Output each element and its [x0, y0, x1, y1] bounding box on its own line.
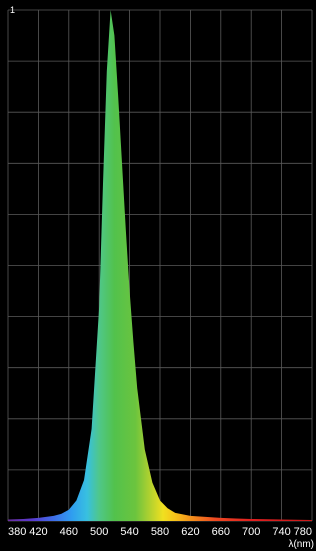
x-tick-label: 420 [29, 526, 47, 538]
y-axis-max-label: 1 [10, 5, 16, 15]
x-tick-label: 740 [272, 526, 290, 538]
x-tick-label: 380 [8, 526, 26, 538]
x-tick-label: 660 [212, 526, 230, 538]
x-tick-label: 780 [294, 526, 312, 538]
grid [7, 9, 313, 522]
x-tick-label: 500 [90, 526, 108, 538]
x-tick-label: 700 [242, 526, 260, 538]
x-tick-labels: 380 420 460 500 540 580 620 660 700 740 780 [8, 526, 312, 538]
x-axis-title: λ(nm) [288, 539, 314, 550]
x-tick-label: 580 [151, 526, 169, 538]
x-tick-label: 540 [120, 526, 138, 538]
x-tick-label: 620 [181, 526, 199, 538]
right-gutter [316, 0, 322, 551]
x-tick-label: 460 [60, 526, 78, 538]
